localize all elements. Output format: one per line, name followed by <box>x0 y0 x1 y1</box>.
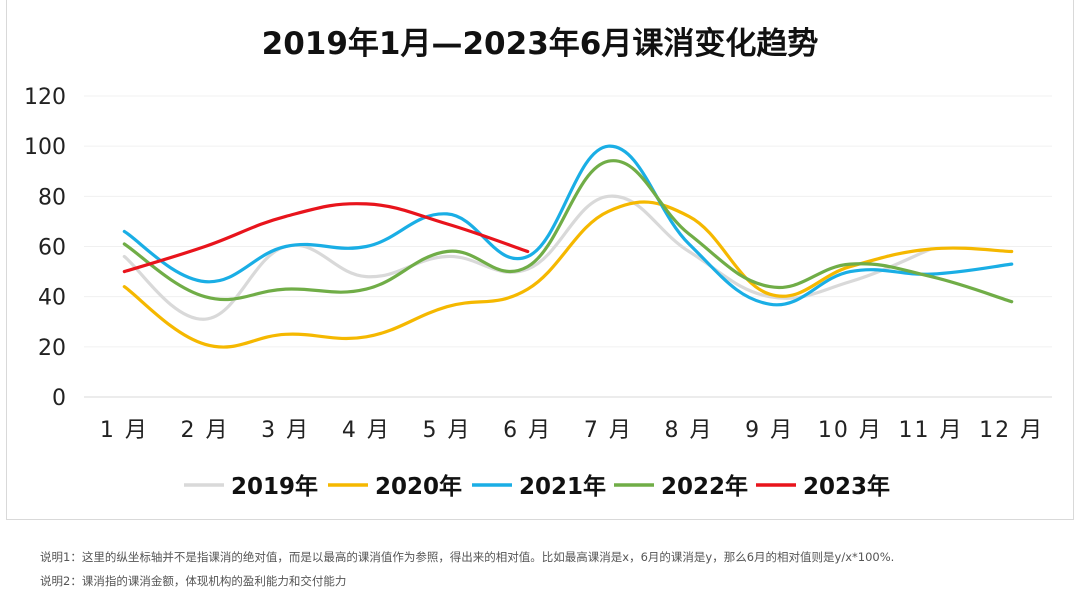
x-tick-label: 2 月 <box>181 418 230 443</box>
x-tick-label: 9 月 <box>745 418 794 443</box>
x-tick-label: 12 月 <box>979 418 1044 443</box>
y-tick-label: 40 <box>38 286 66 311</box>
line-chart: 2019年1月—2023年6月课消变化趋势 0 20 40 60 80 100 120 1 … <box>24 26 1052 500</box>
x-tick-label: 11 月 <box>899 418 964 443</box>
x-axis-ticks: 1 月 2 月 3 月 4 月 5 月 6 月 7 月 8 月 9 月 10 月 11 月 12 月 <box>100 418 1044 443</box>
legend-label: 2020年 <box>375 473 462 500</box>
legend-label: 2019年 <box>231 473 318 500</box>
series-line-2023年 <box>122 202 530 274</box>
x-tick-label: 5 月 <box>423 418 472 443</box>
x-tick-label: 6 月 <box>503 418 552 443</box>
series-line-2019年 <box>122 194 933 321</box>
y-tick-label: 60 <box>38 236 66 261</box>
series-line-2021年 <box>122 144 1014 307</box>
legend-label: 2021年 <box>519 473 606 500</box>
series-line-2022年 <box>122 159 1014 304</box>
legend-label: 2022年 <box>661 473 748 500</box>
series-line-2020年 <box>122 200 1014 349</box>
note-1: 说明1：这里的纵坐标轴并不是指课消的绝对值，而是以最高的课消值作为参照，得出来的… <box>40 550 895 564</box>
x-tick-label: 4 月 <box>342 418 391 443</box>
y-tick-label: 20 <box>38 336 66 361</box>
series-lines <box>122 144 1014 349</box>
y-axis-ticks: 0 20 40 60 80 100 120 <box>24 85 66 411</box>
y-tick-label: 120 <box>24 85 66 110</box>
y-tick-label: 80 <box>38 185 66 210</box>
y-tick-label: 100 <box>24 135 66 160</box>
legend-label: 2023年 <box>803 473 890 500</box>
note-2: 说明2：课消指的课消金额，体现机构的盈利能力和交付能力 <box>40 574 347 588</box>
chart-title: 2019年1月—2023年6月课消变化趋势 <box>262 26 819 62</box>
x-tick-label: 7 月 <box>584 418 633 443</box>
x-tick-label: 1 月 <box>100 418 149 443</box>
x-tick-label: 8 月 <box>665 418 714 443</box>
legend: 2019年 2020年 2021年 2022年 2023年 <box>184 473 890 500</box>
x-tick-label: 10 月 <box>818 418 883 443</box>
y-tick-label: 0 <box>52 386 66 411</box>
x-tick-label: 3 月 <box>261 418 310 443</box>
